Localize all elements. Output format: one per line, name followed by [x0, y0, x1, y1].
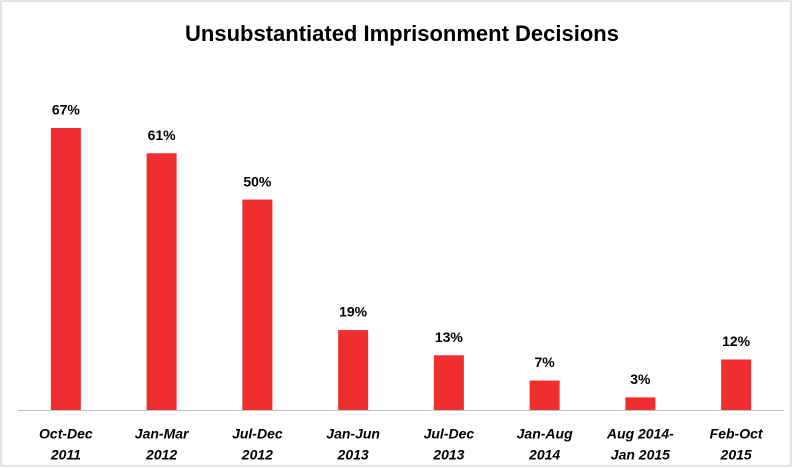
value-label: 19% [339, 304, 368, 320]
value-label: 7% [535, 354, 556, 370]
value-label: 61% [148, 127, 177, 143]
x-tick-label: 2013 [337, 447, 369, 463]
value-label: 67% [52, 102, 81, 118]
value-label: 50% [243, 173, 272, 189]
bar [338, 330, 369, 410]
x-tick-label: 2013 [432, 447, 464, 463]
x-tick-label: Jan-Aug [517, 426, 573, 442]
x-tick-label: 2012 [241, 447, 273, 463]
bar [146, 153, 177, 411]
x-tick-label: Jul-Dec [232, 426, 283, 442]
x-tick-label: Oct-Dec [39, 426, 93, 442]
bar [50, 128, 81, 410]
x-tick-label: Jan-Mar [135, 426, 190, 442]
bar [529, 380, 560, 410]
x-tick-label: Feb-Oct [710, 426, 764, 442]
bar [721, 359, 752, 410]
x-tick-label: 2014 [528, 447, 560, 463]
x-tick-label: 2012 [145, 447, 177, 463]
x-tick-label: Aug 2014- [606, 426, 674, 442]
bar [625, 397, 656, 410]
value-label: 12% [722, 333, 751, 349]
x-tick-label: Jul-Dec [424, 426, 475, 442]
bar [433, 355, 464, 410]
value-label: 13% [435, 329, 464, 345]
x-tick-label: Jan 2015 [611, 447, 670, 463]
chart-title: Unsubstantiated Imprisonment Decisions [185, 21, 619, 46]
x-tick-label: 2015 [720, 447, 752, 463]
x-tick-label: Jan-Jun [326, 426, 380, 442]
bar [242, 199, 273, 410]
x-tick-label: 2011 [50, 447, 81, 463]
value-label: 3% [630, 371, 651, 387]
